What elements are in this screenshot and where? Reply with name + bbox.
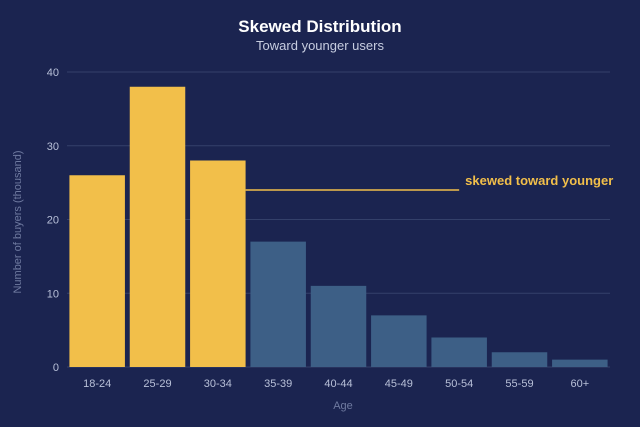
bar-50-54 [431,337,487,367]
bar-45-49 [371,315,427,367]
annotation-label: skewed toward younger [465,173,613,188]
y-tick-label: 30 [47,141,59,153]
x-tick-label: 45-49 [385,378,413,390]
y-tick-label: 40 [47,67,59,79]
x-tick-label: 40-44 [324,378,352,390]
x-axis-ticks: 18-24 25-29 30-34 35-39 40-44 45-49 50-54 55-59… [83,378,589,390]
y-axis-label: Number of buyers (thousand) [12,150,24,293]
bars [69,86,608,367]
bar-30-34 [190,160,246,367]
x-tick-label: 50-54 [445,378,473,390]
x-tick-label: 25-29 [143,378,171,390]
y-tick-label: 10 [47,288,59,300]
x-tick-label: 55-59 [505,378,533,390]
y-axis-ticks: 0 10 20 30 40 [47,67,59,374]
chart-title: Skewed Distribution [238,17,401,36]
x-tick-label: 35-39 [264,378,292,390]
y-tick-label: 20 [47,215,59,227]
bar-35-39 [250,241,306,367]
x-tick-label: 18-24 [83,378,111,390]
bar-18-24 [69,175,125,367]
bar-55-59 [491,352,548,367]
bar-60+ [552,359,608,367]
x-tick-label: 30-34 [204,378,232,390]
chart-subtitle: Toward younger users [256,38,384,53]
y-tick-label: 0 [53,362,59,374]
x-tick-label: 60+ [570,378,589,390]
bar-40-44 [310,285,367,367]
bar-25-29 [129,86,186,367]
annotation: skewed toward younger [245,173,613,191]
x-axis-label: Age [333,400,353,412]
